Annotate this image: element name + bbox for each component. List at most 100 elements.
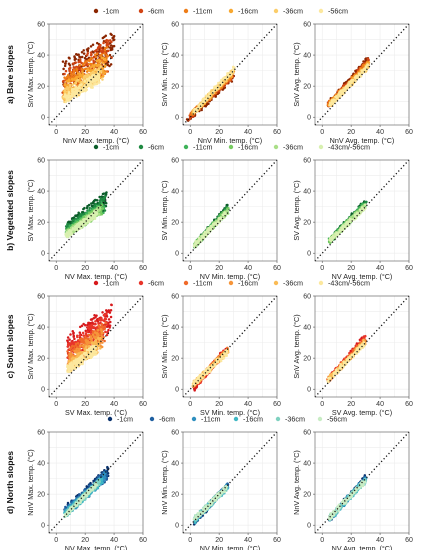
- data-point: [199, 102, 203, 106]
- data-point: [67, 88, 70, 92]
- y-tick-label: 0: [175, 115, 179, 122]
- data-point: [81, 70, 84, 73]
- legend-label: -36cm: [283, 143, 303, 152]
- y-tick-label: 40: [37, 325, 45, 332]
- data-point: [99, 347, 102, 350]
- data-point: [74, 61, 77, 64]
- one-to-one-line: [48, 295, 144, 398]
- data-point: [68, 92, 71, 95]
- x-tick-label: 40: [376, 129, 384, 136]
- data-point: [94, 338, 98, 342]
- y-tick-label: 0: [307, 115, 311, 122]
- data-point: [67, 97, 70, 101]
- data-point: [76, 72, 80, 75]
- data-point: [89, 85, 92, 88]
- data-point: [67, 370, 70, 373]
- legend-swatch: [318, 280, 324, 286]
- data-point: [233, 66, 236, 69]
- data-point: [88, 327, 91, 331]
- data-point: [364, 65, 368, 68]
- legend-label: -6cm: [148, 279, 164, 288]
- data-point: [73, 91, 76, 94]
- legend-label: -1cm: [103, 7, 119, 16]
- data-point: [73, 337, 76, 341]
- legend-swatch: [138, 8, 144, 14]
- y-tick-label: 40: [171, 189, 179, 196]
- x-tick-label: 60: [273, 265, 281, 272]
- y-tick-label: 20: [37, 356, 45, 363]
- y-tick-label: 40: [37, 189, 45, 196]
- data-point: [68, 85, 72, 88]
- data-point: [92, 60, 96, 64]
- data-point: [72, 227, 76, 231]
- data-point: [95, 68, 99, 72]
- data-point: [366, 63, 369, 66]
- data-point: [69, 70, 73, 74]
- data-point: [93, 65, 96, 69]
- data-point: [89, 83, 93, 86]
- data-point: [93, 322, 96, 326]
- data-point: [78, 331, 82, 334]
- data-point: [72, 334, 76, 338]
- data-point: [93, 217, 97, 220]
- data-point: [77, 211, 80, 214]
- data-point: [81, 362, 84, 366]
- data-point: [77, 53, 80, 56]
- data-point: [103, 61, 107, 64]
- legend-swatch: [183, 8, 189, 14]
- data-point: [200, 234, 203, 238]
- data-point: [64, 225, 68, 228]
- data-point: [110, 48, 114, 51]
- row-label: c) South slopes: [5, 314, 15, 378]
- data-point: [100, 197, 103, 201]
- data-point: [71, 363, 75, 366]
- y-tick-label: 40: [303, 189, 311, 196]
- data-point: [80, 355, 84, 359]
- x-tick-label: 60: [405, 265, 413, 272]
- legend-label: -11cm: [193, 7, 212, 16]
- data-point: [104, 202, 108, 205]
- data-point: [103, 317, 107, 321]
- legend-label: -43cm/-56cm: [328, 279, 370, 288]
- one-to-one-line: [314, 159, 410, 262]
- data-point: [341, 91, 345, 95]
- data-point: [94, 320, 97, 323]
- data-point: [86, 74, 90, 78]
- data-point: [95, 41, 99, 45]
- y-tick-label: 60: [171, 158, 179, 165]
- data-point: [96, 199, 99, 202]
- data-point: [64, 100, 68, 104]
- data-point: [101, 311, 104, 314]
- x-tick-label: 0: [320, 265, 324, 272]
- data-point: [93, 83, 96, 86]
- data-point: [91, 64, 95, 67]
- data-point: [95, 74, 99, 78]
- data-point: [98, 59, 102, 62]
- data-point: [68, 95, 72, 99]
- data-point: [93, 74, 96, 77]
- data-point: [64, 82, 67, 86]
- data-point: [80, 341, 83, 344]
- data-point: [89, 331, 93, 335]
- data-point: [75, 359, 78, 363]
- data-point: [87, 79, 90, 83]
- y-tick-label: 0: [41, 251, 45, 258]
- legend-swatch: [273, 144, 279, 150]
- data-point: [101, 66, 105, 70]
- data-point: [90, 57, 94, 60]
- plot-frame: [48, 23, 144, 126]
- data-point: [76, 223, 79, 226]
- data-point: [101, 56, 105, 60]
- data-point: [109, 46, 112, 50]
- data-point: [69, 97, 73, 101]
- data-point: [110, 40, 113, 44]
- data-point: [86, 49, 90, 53]
- one-to-one-line: [314, 23, 410, 126]
- data-point: [71, 356, 75, 359]
- data-point: [80, 338, 83, 341]
- data-point: [93, 68, 97, 72]
